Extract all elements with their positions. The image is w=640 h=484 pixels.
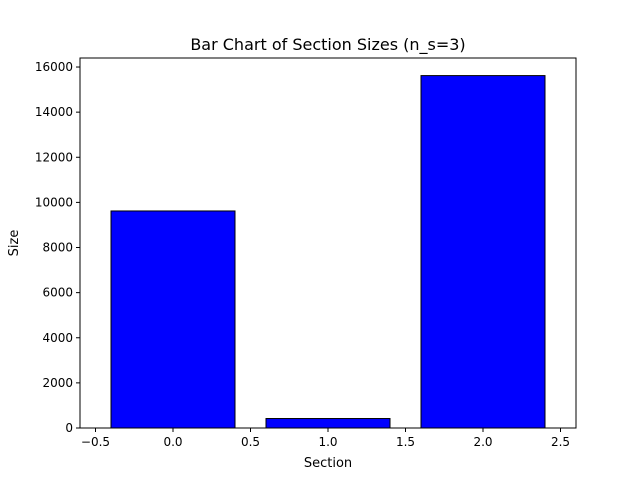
x-tick-label: 1.0 bbox=[318, 435, 337, 449]
x-tick-label: 1.5 bbox=[396, 435, 415, 449]
bar-section-2 bbox=[420, 75, 546, 429]
y-tick-label: 8000 bbox=[42, 241, 73, 255]
x-tick-label: 0.5 bbox=[241, 435, 260, 449]
chart-title: Bar Chart of Section Sizes (n_s=3) bbox=[190, 35, 465, 55]
x-ticks-layer: −0.5 0.0 0.5 1.0 1.5 2.0 2.5 bbox=[81, 428, 570, 449]
bars-layer bbox=[110, 75, 546, 429]
y-ticks-layer: 0 2000 4000 6000 8000 10000 12000 14000 16000 bbox=[35, 60, 80, 435]
x-axis-label: Section bbox=[304, 456, 352, 471]
bar-section-1 bbox=[265, 418, 391, 429]
x-tick-label: −0.5 bbox=[81, 435, 110, 449]
x-tick-label: 2.5 bbox=[551, 435, 570, 449]
y-tick-label: 6000 bbox=[42, 286, 73, 300]
y-tick-label: 12000 bbox=[35, 150, 73, 164]
bar-section-0 bbox=[110, 210, 236, 429]
y-tick-label: 2000 bbox=[42, 376, 73, 390]
y-axis-label: Size bbox=[7, 230, 22, 257]
y-tick-label: 0 bbox=[65, 421, 73, 435]
y-tick-label: 10000 bbox=[35, 195, 73, 209]
y-tick-label: 14000 bbox=[35, 105, 73, 119]
axes-frame bbox=[79, 57, 577, 429]
x-tick-label: 2.0 bbox=[473, 435, 492, 449]
y-tick-label: 4000 bbox=[42, 331, 73, 345]
x-tick-label: 0.0 bbox=[163, 435, 182, 449]
y-tick-label: 16000 bbox=[35, 60, 73, 74]
